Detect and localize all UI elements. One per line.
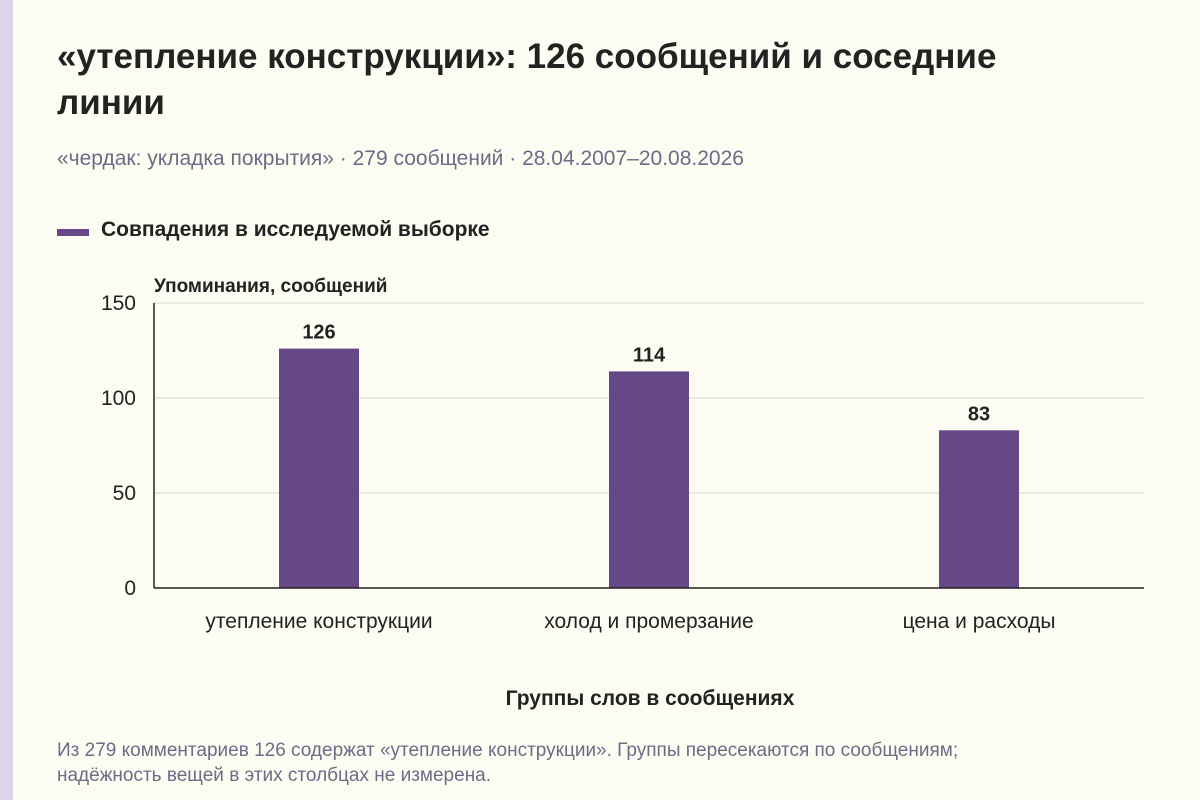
legend-swatch xyxy=(57,228,89,236)
y-axis-ticks: 0 50 100 150 xyxy=(101,292,136,600)
x-tick-label: утепление конструкции xyxy=(205,610,432,633)
y-tick-label: 150 xyxy=(101,292,136,315)
x-axis-ticks: утепление конструкции холод и промерзание… xyxy=(205,610,1055,633)
chart-subtitle: «чердак: укладка покрытия» · 279 сообщен… xyxy=(57,147,744,170)
footnote: Из 279 комментариев 126 содержат «утепле… xyxy=(57,740,959,786)
data-label: 114 xyxy=(633,344,666,366)
legend-label: Совпадения в исследуемой выборке xyxy=(101,218,490,241)
bars xyxy=(279,348,1019,588)
data-labels: 126 114 83 xyxy=(302,322,990,426)
y-tick-label: 50 xyxy=(113,482,136,505)
x-axis-label: Группы слов в сообщениях xyxy=(505,687,795,710)
bar xyxy=(609,371,689,588)
x-tick-label: холод и промерзание xyxy=(544,610,753,633)
bar xyxy=(939,430,1019,588)
data-label: 126 xyxy=(302,322,335,344)
y-tick-label: 100 xyxy=(101,387,136,410)
y-tick-label: 0 xyxy=(124,577,136,600)
x-tick-label: цена и расходы xyxy=(903,610,1056,633)
legend: Совпадения в исследуемой выборке xyxy=(57,218,490,242)
data-label: 83 xyxy=(968,403,990,425)
bar xyxy=(279,348,359,588)
accent-strip xyxy=(0,0,13,800)
y-axis-label: Упоминания, сообщений xyxy=(154,276,387,297)
chart-title: «утепление конструкции»: 126 сообщений и… xyxy=(57,37,997,122)
